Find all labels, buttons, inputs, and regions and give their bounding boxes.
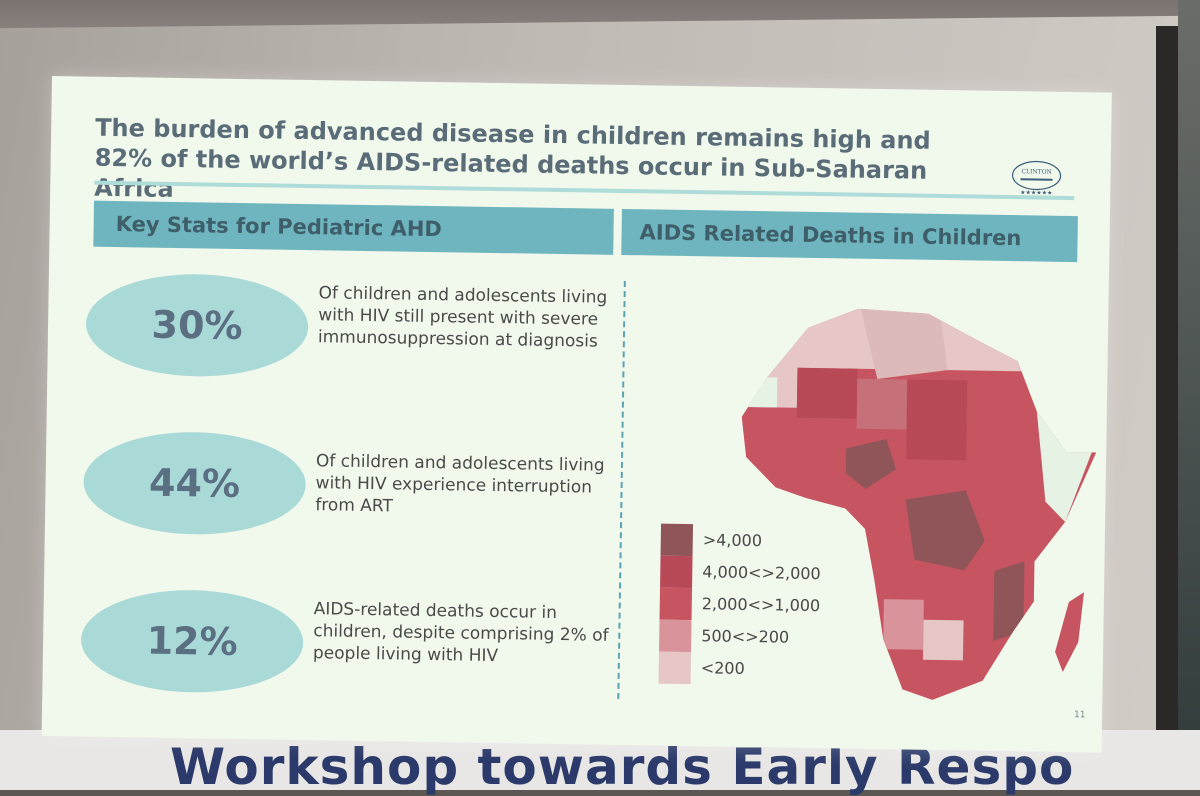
stat-oval-30: 30%	[85, 272, 309, 379]
wall-edge	[1178, 0, 1200, 790]
madagascar-region	[1055, 592, 1085, 672]
mozambique-region	[993, 561, 1025, 641]
clinton-logo-icon: CLINTON ★★★★★★	[1011, 160, 1062, 197]
drc-region	[905, 490, 985, 571]
deaths-map-header: AIDS Related Deaths in Children	[621, 208, 1078, 263]
legend-label-500-200: 500<>200	[701, 626, 790, 647]
stat-oval-12: 12%	[80, 588, 304, 695]
legend-label-lt200: <200	[700, 658, 745, 678]
dashed-divider	[617, 281, 626, 699]
nigeria-region	[845, 439, 896, 489]
legend-swatch-500-200	[659, 619, 692, 653]
legend-label-2000-1000: 2,000<>1,000	[701, 594, 821, 616]
legend-swatch-2000-1000	[659, 587, 693, 621]
legend-swatch-gt4000	[660, 523, 694, 557]
stat-description-12: AIDS-related deaths occur in children, d…	[312, 599, 609, 667]
stat-oval-44: 44%	[82, 430, 307, 537]
legend-label-gt4000: >4,000	[702, 530, 763, 551]
stat-description-44: Of children and adolescents living with …	[315, 451, 605, 517]
svg-text:★★★★★★: ★★★★★★	[1020, 189, 1052, 197]
legend-swatch-4000-2000	[660, 555, 693, 589]
slide-title: The burden of advanced disease in childr…	[94, 113, 931, 203]
key-stats-header: Key Stats for Pediatric AHD	[93, 200, 614, 255]
screen-frame	[1156, 26, 1178, 766]
stat-description-30: Of children and adolescents living with …	[317, 283, 608, 352]
presentation-slide: The burden of advanced disease in childr…	[41, 76, 1112, 753]
page-number: 11	[1074, 710, 1086, 721]
legend-label-4000-2000: 4,000<>2,000	[702, 562, 821, 584]
africa-map	[737, 306, 1099, 703]
legend-swatch-lt200	[658, 651, 692, 685]
logo-text: CLINTON	[1021, 168, 1051, 175]
